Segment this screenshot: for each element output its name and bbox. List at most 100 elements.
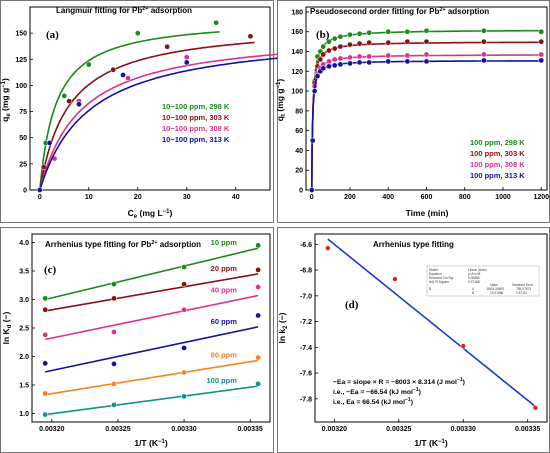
data-point xyxy=(326,47,332,54)
data-point xyxy=(111,402,117,408)
panel-a-ylabel: qe (mg g−1) xyxy=(0,78,12,122)
x-tick-label: 0.00325 xyxy=(105,426,130,433)
data-point xyxy=(181,264,187,270)
legend-entry: 10−100 ppm, 303 K xyxy=(162,113,230,122)
fit-table-cell: 0.97168 xyxy=(468,280,480,284)
data-point xyxy=(366,59,372,66)
y-tick-label: -6.8 xyxy=(300,268,312,275)
panel-c-frame xyxy=(0,227,274,453)
data-point xyxy=(356,40,363,47)
data-point xyxy=(164,43,170,50)
data-point xyxy=(42,390,49,397)
x-tick-label: 0.00335 xyxy=(515,426,540,433)
series-label: 100 ppm xyxy=(207,376,238,385)
x-tick-label: 1000 xyxy=(495,194,511,201)
fit-table-cell: B xyxy=(472,291,474,295)
y-tick-label: 75 xyxy=(19,109,27,116)
data-point xyxy=(385,39,392,46)
y-tick-label: -6.6 xyxy=(300,242,312,249)
legend-entry: 100 ppm, 303 K xyxy=(470,149,525,158)
panel-d-ylabel: ln k2 (−) xyxy=(277,312,289,343)
x-tick-label: 20 xyxy=(134,194,142,201)
legend-entry: 100 ppm, 308 K xyxy=(470,160,525,169)
y-tick-label: -7.6 xyxy=(300,371,312,378)
panel-b-title: Pseudosecond order fitting for Pb2+ adso… xyxy=(310,7,489,16)
x-tick-label: 0 xyxy=(38,194,42,201)
fit-table-cell: Adj. R-Square xyxy=(429,280,449,284)
data-point xyxy=(42,306,49,313)
data-point xyxy=(460,343,466,349)
data-point xyxy=(181,306,187,313)
series-label: 60 ppm xyxy=(211,317,238,326)
fit-table-cell: A xyxy=(472,287,475,291)
data-point xyxy=(42,360,49,367)
y-tick-label: 150 xyxy=(15,31,27,38)
data-point xyxy=(181,281,187,287)
x-tick-label: 400 xyxy=(382,194,394,201)
panel-b-xlabel: Time (min) xyxy=(406,208,449,218)
data-point xyxy=(317,56,324,63)
panel-d-annotation-line-2: i.e., −Ea = −66.54 (kJ mol−1) xyxy=(333,387,421,396)
data-point xyxy=(331,62,338,69)
data-point xyxy=(110,66,117,73)
panel-d-series xyxy=(325,238,539,411)
data-point xyxy=(255,267,261,273)
data-point xyxy=(183,54,190,61)
y-tick-label: -7.0 xyxy=(300,293,312,300)
data-point xyxy=(392,276,398,282)
legend-entry: 10−100 ppm, 298 K xyxy=(162,102,230,111)
x-tick-label: 0.00320 xyxy=(39,426,64,433)
panel-d-plot-frame xyxy=(314,233,548,423)
data-point xyxy=(255,284,261,290)
fit-table-cell: Equation xyxy=(429,272,442,276)
data-point xyxy=(111,295,117,302)
data-point xyxy=(538,28,545,35)
fit-curve xyxy=(39,41,255,191)
y-tick-label: 0 xyxy=(23,188,27,195)
y-tick-label: -7.8 xyxy=(300,396,312,403)
data-point xyxy=(61,93,68,99)
y-tick-label: 160 xyxy=(291,29,303,36)
y-tick-label: 100 xyxy=(291,89,303,96)
panel-c: Arrhenius type fitting for Pb2+ adsorpti… xyxy=(0,227,274,453)
data-point xyxy=(42,411,49,418)
panel-c-series: 10 ppm 20 ppm 40 ppm 60 ppm 80 ppm 100 ppm xyxy=(42,238,261,418)
x-tick-label: 0.00330 xyxy=(171,426,196,433)
data-point xyxy=(331,45,338,52)
fit-line xyxy=(45,385,259,416)
y-tick-label: 20 xyxy=(295,168,303,175)
legend-entry: 10−100 ppm, 313 K xyxy=(162,135,230,144)
data-point xyxy=(538,57,545,64)
data-point xyxy=(183,59,190,66)
data-point xyxy=(481,27,487,34)
panel-b-series xyxy=(308,27,545,193)
data-point xyxy=(42,331,49,338)
data-point xyxy=(423,38,430,45)
panel-c-xlabel: 1/T (K−1) xyxy=(134,438,167,448)
data-point xyxy=(111,329,117,335)
data-point xyxy=(125,75,131,81)
panel-a-ticks: 0 10 20 30 40 0 25 50 75 100 125 150 xyxy=(15,31,239,201)
data-point xyxy=(213,19,219,26)
data-point xyxy=(326,38,332,45)
data-point xyxy=(320,65,327,72)
panel-b-ylabel: qt (mg g−1) xyxy=(275,79,287,122)
y-tick-label: 4.0 xyxy=(19,240,29,247)
data-point xyxy=(309,137,316,144)
y-tick-label: 40 xyxy=(295,148,303,155)
data-point xyxy=(255,312,261,319)
panel-a: Langmuir fitting for Pb2+ adsorption (a)… xyxy=(0,0,295,223)
y-tick-label: 140 xyxy=(291,49,303,56)
data-point xyxy=(255,354,261,361)
x-tick-label: 200 xyxy=(344,194,356,201)
data-point xyxy=(356,53,363,60)
panel-d-label: (d) xyxy=(345,299,359,311)
panel-b-ticks: 0 200 400 600 800 1000 1200 0 20 40 60 80 100 120 140 1… xyxy=(291,9,549,201)
panel-c-label: (c) xyxy=(44,264,57,276)
fit-line xyxy=(45,273,259,312)
data-point xyxy=(120,72,126,78)
panel-c-ylabel: ln Kd (−) xyxy=(1,311,13,344)
data-point xyxy=(385,58,392,65)
data-point xyxy=(356,30,363,37)
